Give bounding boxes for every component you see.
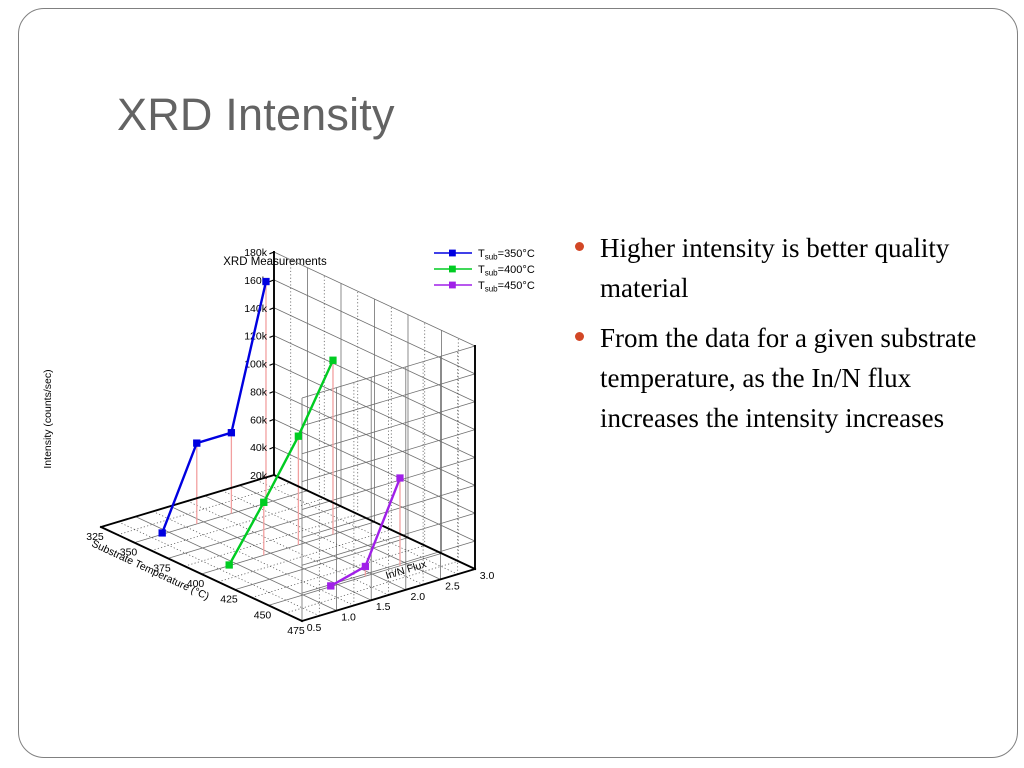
z-tick-label: 140k xyxy=(244,303,268,315)
list-item: Higher intensity is better quality mater… xyxy=(575,229,995,309)
z-tick-label: 80k xyxy=(250,386,268,398)
chart-legend: Tsub=350°C Tsub=400°C Tsub=450°C xyxy=(434,248,535,294)
chart-svg: XRD Measurements 20k 40k 60k 80k 100k 120k 140… xyxy=(42,247,535,637)
x-tick-label: 425 xyxy=(220,594,238,606)
x-tick-label: 350 xyxy=(120,547,138,559)
chart-title-text: XRD Measurements xyxy=(223,256,327,268)
data-point-marker xyxy=(294,432,303,440)
y-tick-label: 0.5 xyxy=(307,622,322,634)
data-point-marker xyxy=(327,582,335,590)
x-tick-label: 400 xyxy=(187,578,205,590)
data-point-marker xyxy=(260,498,268,506)
legend-marker xyxy=(449,281,456,289)
legend-label: Tsub=400°C xyxy=(478,264,535,278)
bullet-text: Higher intensity is better quality mater… xyxy=(600,233,950,303)
legend-item[interactable]: Tsub=450°C xyxy=(434,280,535,294)
data-point-marker xyxy=(396,474,404,482)
xrd-measurements-chart: XRD Measurements 20k 40k 60k 80k 100k 120k 140… xyxy=(29,241,569,641)
data-point-marker xyxy=(262,277,270,286)
page-title: XRD Intensity xyxy=(117,89,395,140)
x-tick-label: 475 xyxy=(287,625,305,637)
z-tick-label: 180k xyxy=(244,247,268,259)
y-tick-label: 2.5 xyxy=(445,580,460,592)
z-tick-label: 60k xyxy=(250,414,268,426)
series-3 xyxy=(327,474,404,590)
series-line xyxy=(161,281,268,534)
y-tick-label: 2.0 xyxy=(410,591,425,603)
z-tick-label: 40k xyxy=(250,442,268,454)
legend-label: Tsub=450°C xyxy=(478,280,535,294)
z-tick-label: 120k xyxy=(244,331,268,343)
data-point-marker xyxy=(193,439,201,447)
data-point-marker xyxy=(158,529,166,537)
y-tick-label: 1.0 xyxy=(341,612,356,624)
data-point-marker xyxy=(227,429,236,437)
bullet-dot-icon xyxy=(575,242,584,251)
legend-marker xyxy=(449,249,456,257)
series-line xyxy=(228,359,335,566)
chart-title: XRD Measurements xyxy=(223,256,327,268)
data-point-marker xyxy=(225,561,233,569)
x-tick-label: 450 xyxy=(254,609,272,621)
chart-series xyxy=(158,277,404,590)
x-tick-label: 325 xyxy=(86,531,104,543)
legend-label: Tsub=350°C xyxy=(478,248,535,262)
data-point-marker xyxy=(329,356,337,364)
legend-item[interactable]: Tsub=400°C xyxy=(434,264,535,278)
x-tick-label: 375 xyxy=(153,562,171,574)
y-tick-label: 3.0 xyxy=(480,570,495,582)
z-tick-label: 160k xyxy=(244,275,268,287)
bullet-list: Higher intensity is better quality mater… xyxy=(575,229,995,449)
series-2 xyxy=(225,356,337,569)
chart-stems xyxy=(161,281,401,587)
bullet-text: From the data for a given substrate temp… xyxy=(600,322,977,433)
data-point-marker xyxy=(361,562,370,571)
z-axis-title: Intensity (counts/sec) xyxy=(42,369,54,468)
legend-item[interactable]: Tsub=350°C xyxy=(434,248,535,262)
bullet-dot-icon xyxy=(575,331,584,341)
y-tick-label: 1.5 xyxy=(376,601,391,613)
z-tick-label: 100k xyxy=(244,359,268,371)
legend-marker xyxy=(449,265,456,273)
chart-axes xyxy=(99,251,477,623)
list-item: From the data for a given substrate temp… xyxy=(575,319,995,439)
slide-frame: XRD Intensity XRD Measurements 20k 40k 60k… xyxy=(18,8,1018,758)
series-1 xyxy=(158,277,270,537)
z-tick-label: 20k xyxy=(250,470,268,482)
chart-tick-labels: 20k 40k 60k 80k 100k 120k 140k 160k 180k 325 350 37… xyxy=(86,247,494,637)
